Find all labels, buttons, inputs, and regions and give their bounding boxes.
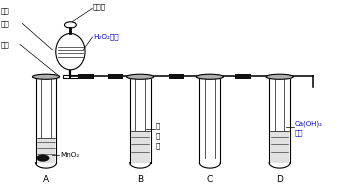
Text: H₂O₂溶液: H₂O₂溶液 xyxy=(93,34,119,40)
Bar xyxy=(169,74,184,79)
Bar xyxy=(235,74,251,79)
Text: A: A xyxy=(43,174,49,184)
Bar xyxy=(108,74,124,79)
Text: 溶液: 溶液 xyxy=(294,129,303,136)
Text: C: C xyxy=(207,174,213,184)
Text: 活塞: 活塞 xyxy=(1,41,9,48)
Text: 玻璃塞: 玻璃塞 xyxy=(93,4,106,10)
Ellipse shape xyxy=(266,74,293,79)
Circle shape xyxy=(64,22,76,28)
Polygon shape xyxy=(131,131,149,163)
Text: Ca(OH)₂: Ca(OH)₂ xyxy=(294,120,322,127)
Bar xyxy=(78,74,94,79)
Text: 盐: 盐 xyxy=(156,132,160,139)
Ellipse shape xyxy=(33,74,60,79)
Circle shape xyxy=(37,155,49,161)
Text: D: D xyxy=(276,174,283,184)
Text: 稀: 稀 xyxy=(156,122,160,129)
Text: MnO₂: MnO₂ xyxy=(60,152,79,158)
Ellipse shape xyxy=(196,74,223,79)
Text: 分液: 分液 xyxy=(1,7,9,14)
Text: 酸: 酸 xyxy=(156,142,160,149)
Text: B: B xyxy=(137,174,143,184)
Bar xyxy=(63,75,78,78)
Ellipse shape xyxy=(127,74,154,79)
Polygon shape xyxy=(37,137,55,163)
Polygon shape xyxy=(270,131,289,163)
Text: 漏敦: 漏敦 xyxy=(1,20,9,27)
Ellipse shape xyxy=(56,33,85,70)
